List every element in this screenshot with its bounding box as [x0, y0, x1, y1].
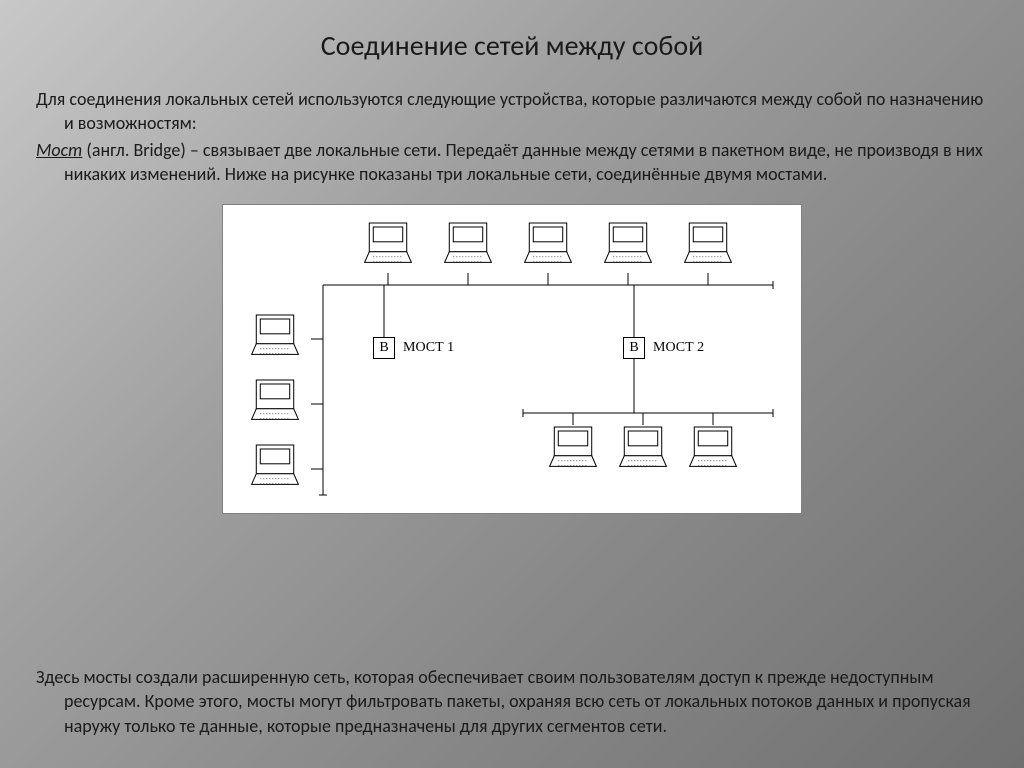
intro-block: Для соединения локальных сетей использую…: [0, 87, 1024, 186]
bridge-box-1: B: [373, 337, 395, 359]
network-diagram: B МОСТ 1 B МОСТ 2: [222, 204, 802, 514]
term-bridge: Мост: [36, 139, 82, 161]
page-title: Соединение сетей между собой: [0, 0, 1024, 87]
bridge-paragraph: Мост (англ. Bridge) – связывает две лока…: [36, 138, 988, 187]
bridge-label-2: МОСТ 2: [653, 340, 704, 356]
bridge-label-1: МОСТ 1: [403, 340, 454, 356]
footer-paragraph: Здесь мосты создали расширенную сеть, ко…: [36, 665, 988, 738]
bridge-para-rest: (англ. Bridge) – связывает две локальные…: [64, 139, 983, 185]
footer-block: Здесь мосты создали расширенную сеть, ко…: [0, 665, 1024, 738]
intro-paragraph: Для соединения локальных сетей использую…: [36, 87, 988, 136]
diagram-svg: [223, 205, 803, 515]
bridge-box-2: B: [623, 337, 645, 359]
